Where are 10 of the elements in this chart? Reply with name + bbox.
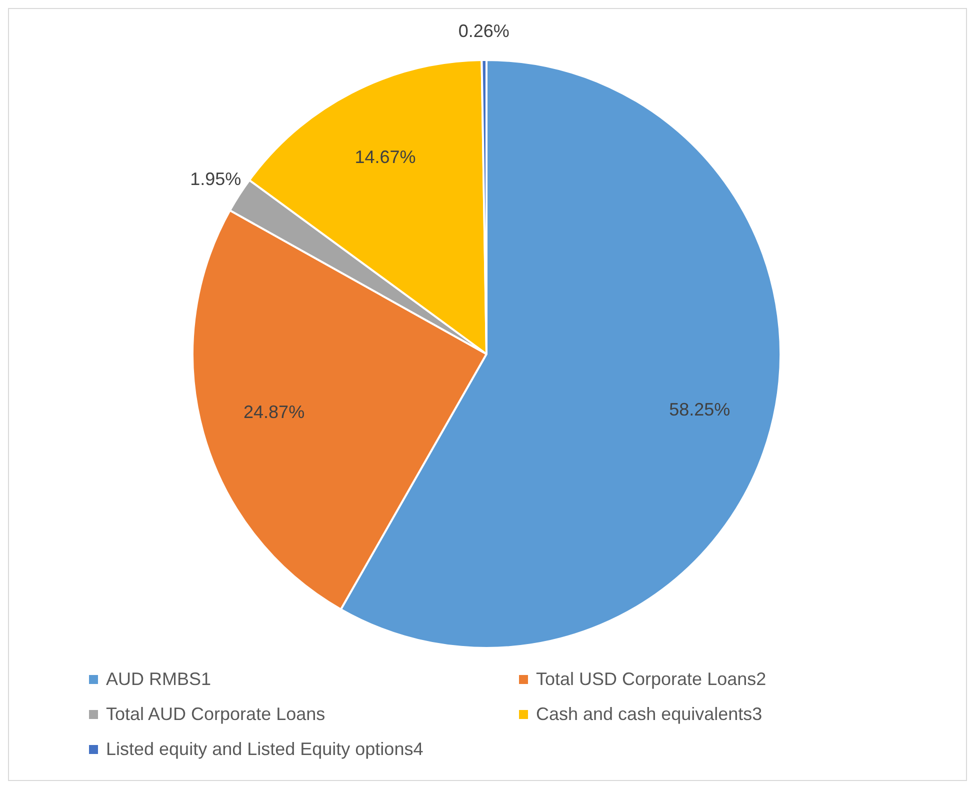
- legend-label: Cash and cash equivalents3: [536, 704, 762, 725]
- data-label: 0.26%: [458, 20, 510, 41]
- data-label: 14.67%: [354, 147, 416, 168]
- data-label: 24.87%: [244, 402, 305, 422]
- data-label: 58.25%: [669, 399, 730, 420]
- data-label: 1.95%: [190, 168, 242, 189]
- legend-label: Total AUD Corporate Loans: [106, 704, 326, 725]
- legend-label: AUD RMBS1: [106, 669, 212, 690]
- legend-label: Listed equity and Listed Equity options4: [106, 739, 424, 760]
- legend-label: Total USD Corporate Loans2: [536, 669, 766, 690]
